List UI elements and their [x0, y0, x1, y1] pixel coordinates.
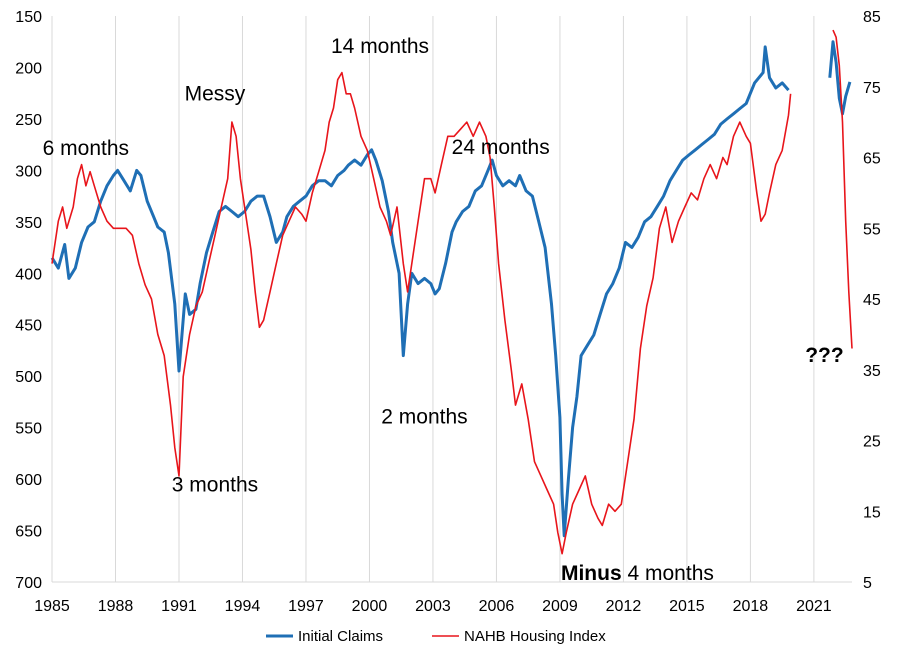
series-line-segment: [828, 40, 852, 116]
legend-label-initial-claims: Initial Claims: [298, 628, 383, 645]
x-tick-label: 2012: [606, 598, 642, 615]
x-axis: 1985 1988 1991 1994 1997 2000 2003 2006 2009 2012…: [34, 581, 852, 615]
annotation-label: 6 months: [43, 137, 129, 160]
series-line-segment: [50, 45, 790, 538]
left-tick-label: 350: [15, 215, 42, 232]
x-tick-label: 1994: [225, 598, 261, 615]
annotations: 6 months Messy 14 months 24 months 2 months 3…: [43, 35, 844, 585]
x-tick-label: 2000: [352, 598, 388, 615]
annotation-label: ???: [805, 344, 843, 367]
annotation-label: 24 months: [452, 136, 550, 159]
left-tick-label: 650: [15, 524, 42, 541]
left-tick-label: 200: [15, 60, 42, 77]
x-tick-label: 2021: [796, 598, 832, 615]
right-tick-label: 85: [863, 9, 881, 26]
right-axis: 85 75 65 55 45 35 25 15 5: [863, 9, 881, 592]
x-tick-label: 2006: [479, 598, 515, 615]
right-tick-label: 65: [863, 151, 881, 168]
x-tick-label: 1997: [288, 598, 324, 615]
left-tick-label: 450: [15, 318, 42, 335]
series-line-segment: [832, 29, 853, 349]
series-layer: [50, 29, 853, 555]
left-axis: 150 200 250 300 350 400 450 500 550 600 650 700: [15, 9, 42, 592]
x-tick-label: 2009: [542, 598, 578, 615]
right-tick-label: 35: [863, 363, 881, 380]
right-tick-label: 5: [863, 575, 872, 592]
x-tick-label: 2018: [733, 598, 769, 615]
left-tick-label: 500: [15, 369, 42, 386]
series-initial-claims: [50, 40, 852, 538]
left-tick-label: 550: [15, 421, 42, 438]
annotation-label: 3 months: [172, 473, 258, 496]
x-tick-label: 1991: [161, 598, 197, 615]
annotation-label: Messy: [185, 82, 246, 105]
x-tick-label: 2015: [669, 598, 705, 615]
annotation-label-minus: Minus 4 months: [561, 562, 714, 585]
right-tick-label: 15: [863, 504, 881, 521]
legend-label-nahb-housing-index: NAHB Housing Index: [464, 628, 606, 645]
right-tick-label: 45: [863, 292, 881, 309]
right-tick-label: 55: [863, 221, 881, 238]
series-nahb-housing-index: [51, 29, 853, 555]
right-tick-label: 25: [863, 434, 881, 451]
legend: Initial Claims NAHB Housing Index: [266, 628, 606, 645]
x-tick-label: 1988: [98, 598, 134, 615]
x-tick-label: 1985: [34, 598, 70, 615]
annotation-label: 14 months: [331, 35, 429, 58]
left-tick-label: 150: [15, 9, 42, 26]
left-tick-label: 250: [15, 112, 42, 129]
left-tick-label: 300: [15, 163, 42, 180]
series-line-segment: [51, 71, 792, 555]
right-tick-label: 75: [863, 80, 881, 97]
x-tick-label: 2003: [415, 598, 451, 615]
left-tick-label: 700: [15, 575, 42, 592]
left-tick-label: 600: [15, 472, 42, 489]
left-tick-label: 400: [15, 266, 42, 283]
annotation-label: 2 months: [381, 406, 467, 429]
